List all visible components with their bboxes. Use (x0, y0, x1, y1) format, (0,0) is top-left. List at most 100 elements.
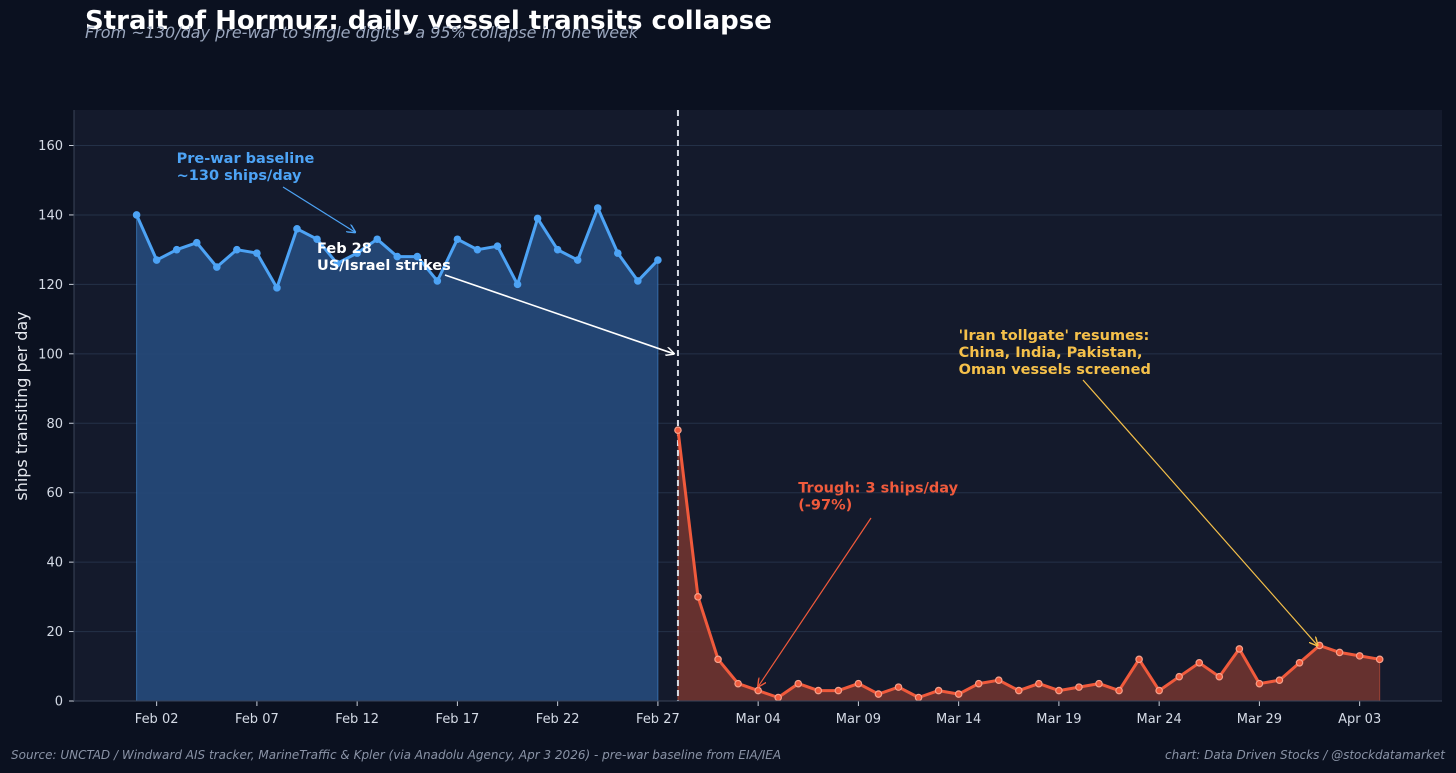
chart-title: Strait of Hormuz: daily vessel transits … (85, 6, 772, 36)
x-tick-label: Mar 24 (1137, 712, 1182, 727)
axes: 0 20 40 60 80 100 120 140 160 Feb 02 Feb 07 Feb 12 F… (38, 110, 1442, 727)
postwar-point (774, 693, 783, 702)
prewar-point (493, 242, 502, 250)
postwar-point (854, 679, 863, 688)
postwar-point (694, 593, 702, 601)
trough-annotation-line: (-97%) (798, 498, 852, 514)
chart-credit: chart: Data Driven Stocks / @stockdatama… (1165, 748, 1445, 762)
chart-subtitle: From ~130/day pre-war to single digits -… (85, 23, 639, 42)
postwar-point (1335, 648, 1344, 657)
strike-annotation: Feb 28 US/Israel strikes (317, 241, 451, 274)
postwar-point (974, 679, 983, 688)
prewar-point (654, 256, 662, 264)
x-tick-label: Mar 14 (936, 712, 981, 727)
annotations: Pre-war baseline ~130 ships/day Feb 28 US/I… (177, 151, 1151, 514)
prewar-point (573, 256, 582, 264)
postwar-point (1075, 683, 1083, 691)
x-tick-label: Feb 02 (135, 712, 179, 727)
trough-annotation-line: Trough: 3 ships/day (798, 481, 958, 497)
postwar-point (1295, 659, 1304, 667)
trough-arrow (758, 517, 872, 687)
y-tick-label: 160 (38, 139, 63, 154)
postwar-point (1195, 659, 1204, 667)
postwar-point (1375, 655, 1384, 664)
postwar-point (714, 655, 722, 664)
postwar-point (674, 426, 682, 434)
prewar-area (136, 206, 659, 702)
y-tick-label: 80 (46, 417, 63, 432)
tollgate-annotation-line: Oman vessels screened (959, 362, 1151, 378)
source-note: Source: UNCTAD / Windward AIS tracker, M… (11, 748, 782, 762)
x-tick-label: Feb 12 (335, 712, 379, 727)
postwar-point (1355, 652, 1364, 660)
prewar-point (373, 235, 382, 244)
prewar-point (393, 252, 402, 261)
postwar-point (754, 686, 762, 695)
postwar-point (1255, 679, 1264, 688)
x-tick-label: Feb 27 (636, 712, 680, 727)
x-tick-label: Apr 03 (1338, 712, 1381, 727)
y-tick-label: 140 (38, 208, 63, 223)
y-tick-label: 60 (46, 486, 63, 501)
postwar-point (1175, 672, 1184, 681)
x-tick-label: Mar 09 (836, 712, 881, 727)
prewar-point (634, 277, 642, 285)
postwar-point (1155, 686, 1163, 695)
postwar-point (1035, 679, 1043, 688)
prewar-point (253, 249, 261, 257)
tollgate-arrow (1082, 379, 1318, 645)
postwar-point (734, 679, 742, 688)
postwar-point (834, 686, 843, 695)
annotation-arrows (282, 186, 1318, 687)
baseline-arrow (282, 186, 355, 232)
prewar-point (273, 284, 281, 292)
x-tick-label: Feb 17 (436, 712, 480, 727)
x-tick-label: Mar 29 (1237, 712, 1282, 727)
tollgate-annotation-line: 'Iran tollgate' resumes: (959, 328, 1150, 344)
postwar-point (994, 676, 1003, 684)
baseline-annotation: Pre-war baseline ~130 ships/day (177, 151, 315, 184)
x-tick-label: Mar 04 (736, 712, 781, 727)
prewar-point (433, 277, 442, 285)
postwar-point (1135, 655, 1143, 664)
prewar-point (293, 225, 301, 233)
strike-annotation-line: Feb 28 (317, 241, 372, 257)
series-points (132, 204, 1384, 702)
tollgate-annotation-line: China, India, Pakistan, (959, 345, 1143, 361)
trough-annotation: Trough: 3 ships/day (-97%) (798, 481, 958, 514)
postwar-point (1215, 672, 1224, 681)
prewar-point (333, 259, 341, 268)
postwar-point (814, 686, 823, 695)
postwar-point (1014, 686, 1023, 695)
y-tick-label: 0 (55, 695, 63, 710)
tollgate-annotation: 'Iran tollgate' resumes: China, India, Pa… (959, 328, 1151, 378)
prewar-point (313, 235, 321, 244)
postwar-point (1055, 686, 1063, 695)
postwar-point (914, 693, 923, 702)
prewar-point (613, 249, 622, 257)
postwar-point (794, 679, 803, 688)
strike-arrow (444, 274, 674, 354)
postwar-point (1275, 676, 1284, 684)
postwar-point (874, 690, 883, 698)
strike-annotation-line: US/Israel strikes (317, 258, 451, 274)
prewar-point (353, 249, 361, 257)
prewar-point (453, 235, 462, 244)
prewar-point (152, 256, 161, 264)
postwar-point (934, 686, 943, 695)
prewar-point (513, 280, 522, 289)
postwar-point (1235, 645, 1244, 653)
prewar-point (192, 238, 201, 247)
postwar-point (894, 683, 903, 691)
x-tick-label: Feb 07 (235, 712, 279, 727)
prewar-point (553, 245, 562, 254)
prewar-point (172, 245, 181, 254)
y-tick-label: 40 (46, 556, 63, 571)
y-tick-label: 100 (38, 347, 63, 362)
prewar-point (473, 245, 482, 254)
prewar-point (413, 252, 422, 261)
prewar-point (593, 204, 602, 212)
y-axis-label: ships transiting per day (12, 311, 31, 500)
y-tick-label: 20 (46, 625, 63, 640)
